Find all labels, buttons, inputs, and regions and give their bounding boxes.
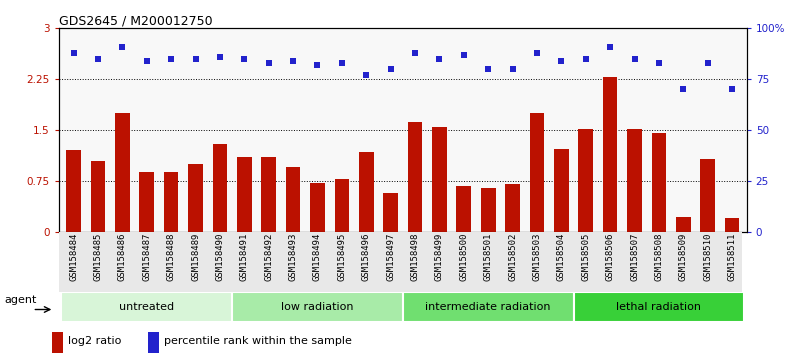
Point [287,58,299,64]
Text: untreated: untreated [119,302,174,312]
Bar [335,179,349,232]
Text: GSM158485: GSM158485 [94,233,102,281]
Point [604,44,616,50]
Point [336,60,348,66]
Bar [530,113,544,232]
Text: log2 ratio: log2 ratio [68,336,121,346]
Text: GSM158487: GSM158487 [142,233,151,281]
Point [652,60,665,66]
Text: GSM158489: GSM158489 [191,233,200,281]
Bar [676,217,691,232]
Bar [408,122,422,232]
Point [189,56,202,62]
Point [579,56,592,62]
Point [384,66,397,72]
Point [701,60,714,66]
Bar [188,164,203,232]
Bar [402,292,574,322]
Bar [481,188,495,232]
Text: GSM158502: GSM158502 [508,233,517,281]
Bar [578,129,593,232]
Point [214,54,226,60]
Text: GSM158501: GSM158501 [483,233,493,281]
Point [92,56,105,62]
Text: GSM158491: GSM158491 [240,233,249,281]
Text: agent: agent [5,296,37,306]
Bar [700,159,715,232]
Text: GSM158506: GSM158506 [606,233,615,281]
Point [116,44,129,50]
Text: GSM158498: GSM158498 [410,233,420,281]
Bar [262,157,276,232]
Bar [432,127,446,232]
Bar [115,113,130,232]
Bar [310,183,325,232]
Bar [574,292,744,322]
Bar [725,218,740,232]
Point [311,62,324,68]
Text: GSM158497: GSM158497 [386,233,395,281]
Text: GSM158495: GSM158495 [337,233,347,281]
Point [506,66,519,72]
Point [409,50,421,56]
Bar [163,172,178,232]
Text: GSM158492: GSM158492 [264,233,274,281]
Point [263,60,275,66]
Text: lethal radiation: lethal radiation [616,302,701,312]
Bar [61,292,232,322]
Bar [627,129,642,232]
Text: GSM158509: GSM158509 [679,233,688,281]
Text: GSM158486: GSM158486 [118,233,127,281]
Text: GSM158488: GSM158488 [167,233,175,281]
Text: percentile rank within the sample: percentile rank within the sample [163,336,351,346]
Point [677,87,689,92]
Bar [237,157,252,232]
Text: GSM158504: GSM158504 [556,233,566,281]
Text: GSM158496: GSM158496 [362,233,371,281]
Point [482,66,494,72]
Bar [652,133,667,232]
Point [725,87,738,92]
Bar [212,144,227,232]
Point [433,56,446,62]
Bar [505,184,520,232]
Point [360,72,373,78]
Bar [384,193,398,232]
Text: intermediate radiation: intermediate radiation [425,302,551,312]
Bar [90,161,105,232]
Text: GSM158511: GSM158511 [728,233,736,281]
Bar [286,167,300,232]
Point [555,58,567,64]
Text: low radiation: low radiation [281,302,354,312]
Text: GSM158494: GSM158494 [313,233,322,281]
Bar [66,150,81,232]
Bar [53,332,63,353]
Text: GDS2645 / M200012750: GDS2645 / M200012750 [59,14,212,27]
Point [457,52,470,58]
Bar [457,186,471,232]
Point [531,50,543,56]
Text: GSM158493: GSM158493 [288,233,298,281]
Point [238,56,251,62]
Text: GSM158503: GSM158503 [532,233,542,281]
Text: GSM158490: GSM158490 [215,233,225,281]
Bar [232,292,402,322]
Point [165,56,178,62]
Text: GSM158510: GSM158510 [703,233,712,281]
Point [68,50,80,56]
Point [141,58,153,64]
Text: GSM158508: GSM158508 [655,233,663,281]
Bar [149,332,159,353]
Point [628,56,641,62]
Bar [603,77,618,232]
Text: GSM158499: GSM158499 [435,233,444,281]
Bar [139,172,154,232]
Bar [359,152,373,232]
Text: GSM158507: GSM158507 [630,233,639,281]
Text: GSM158500: GSM158500 [459,233,468,281]
Text: GSM158484: GSM158484 [69,233,78,281]
Text: GSM158505: GSM158505 [581,233,590,281]
Bar [554,149,568,232]
